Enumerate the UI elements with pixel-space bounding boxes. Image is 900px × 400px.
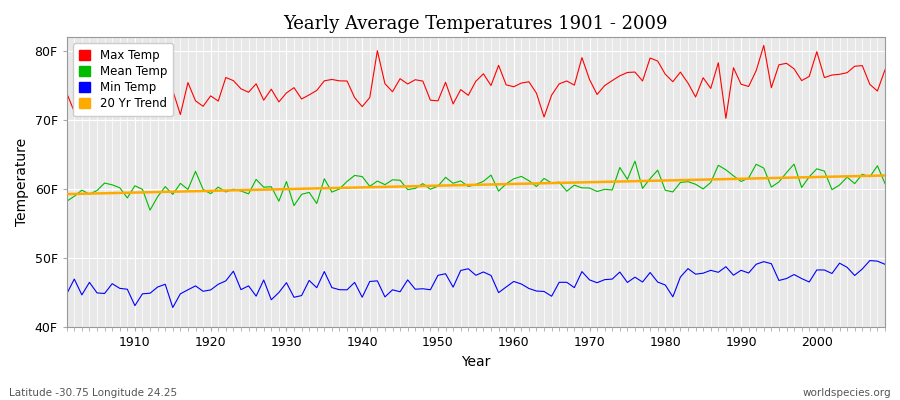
- Max Temp: [508, 84, 519, 89]
- Mean Temp: [516, 174, 526, 179]
- 20 Yr Trend: [289, 186, 300, 191]
- Max Temp: [759, 43, 769, 48]
- Title: Yearly Average Temperatures 1901 - 2009: Yearly Average Temperatures 1901 - 2009: [284, 15, 668, 33]
- 20 Yr Trend: [122, 190, 132, 195]
- Min Temp: [61, 292, 72, 296]
- Line: Mean Temp: Mean Temp: [67, 161, 885, 210]
- Min Temp: [296, 293, 307, 298]
- 20 Yr Trend: [879, 173, 890, 178]
- Max Temp: [721, 116, 732, 121]
- Mean Temp: [607, 188, 617, 192]
- Max Temp: [334, 78, 345, 83]
- Min Temp: [508, 279, 519, 284]
- Mean Temp: [61, 199, 72, 204]
- Mean Temp: [296, 192, 307, 197]
- Min Temp: [516, 282, 526, 286]
- Mean Temp: [879, 181, 890, 186]
- Y-axis label: Temperature: Temperature: [15, 138, 29, 226]
- X-axis label: Year: Year: [461, 355, 491, 369]
- Min Temp: [167, 305, 178, 310]
- Max Temp: [599, 83, 610, 88]
- Text: worldspecies.org: worldspecies.org: [803, 388, 891, 398]
- Mean Temp: [145, 208, 156, 212]
- Line: Max Temp: Max Temp: [67, 46, 885, 118]
- Mean Temp: [122, 196, 132, 200]
- Max Temp: [879, 67, 890, 72]
- Min Temp: [122, 287, 132, 292]
- Line: 20 Yr Trend: 20 Yr Trend: [67, 176, 885, 194]
- Text: Latitude -30.75 Longitude 24.25: Latitude -30.75 Longitude 24.25: [9, 388, 177, 398]
- Min Temp: [607, 277, 617, 282]
- Mean Temp: [342, 179, 353, 184]
- Min Temp: [342, 288, 353, 292]
- Max Temp: [122, 92, 132, 96]
- Line: Min Temp: Min Temp: [67, 260, 885, 308]
- 20 Yr Trend: [61, 192, 72, 196]
- 20 Yr Trend: [508, 182, 519, 186]
- Min Temp: [864, 258, 875, 263]
- 20 Yr Trend: [599, 180, 610, 184]
- 20 Yr Trend: [334, 186, 345, 190]
- Max Temp: [61, 91, 72, 96]
- 20 Yr Trend: [500, 182, 511, 186]
- Legend: Max Temp, Mean Temp, Min Temp, 20 Yr Trend: Max Temp, Mean Temp, Min Temp, 20 Yr Tre…: [73, 43, 173, 116]
- Min Temp: [879, 262, 890, 267]
- Max Temp: [500, 82, 511, 87]
- Mean Temp: [630, 159, 641, 164]
- Mean Temp: [508, 176, 519, 181]
- Max Temp: [289, 85, 300, 90]
